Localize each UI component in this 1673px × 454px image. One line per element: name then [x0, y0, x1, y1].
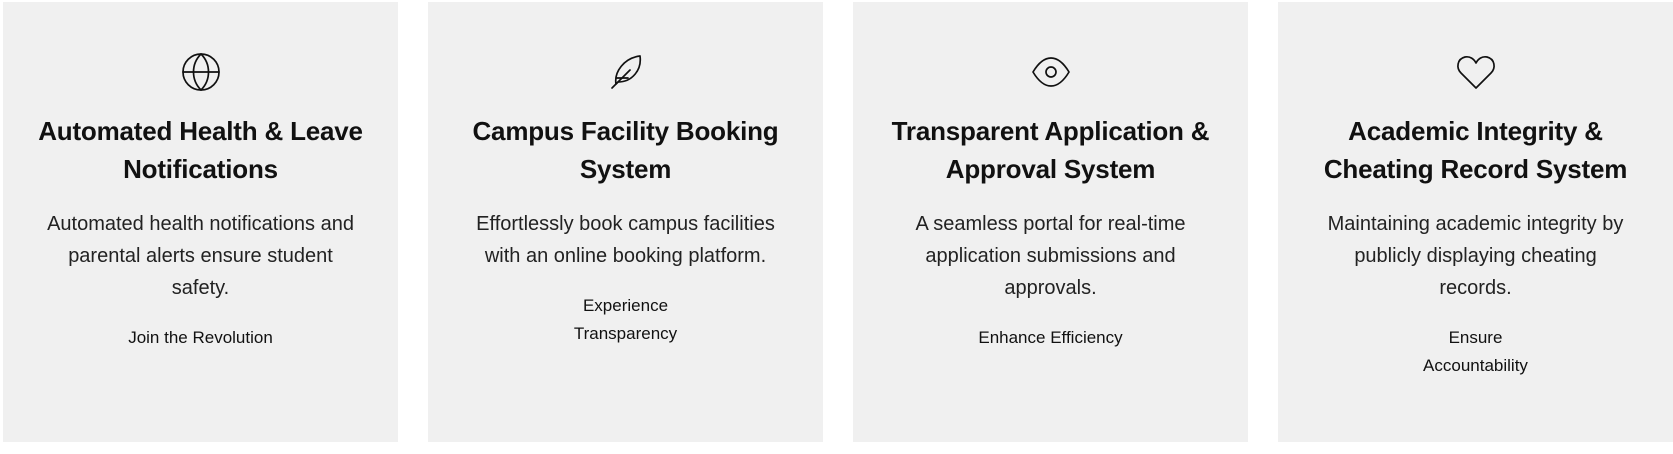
- enhance-efficiency-link[interactable]: Enhance Efficiency: [978, 328, 1123, 347]
- card-title: Transparent Application & Approval Syste…: [891, 116, 1210, 184]
- card-title: Campus Facility Booking System: [472, 116, 779, 184]
- join-the-revolution-link[interactable]: Join the Revolution: [128, 328, 273, 347]
- experience-transparency-link[interactable]: Experience Transparency: [573, 296, 678, 343]
- card-title: Academic Integrity & Cheating Record Sys…: [1323, 116, 1628, 184]
- globe-icon: [179, 50, 223, 94]
- card-description: A seamless portal for real-time applicat…: [915, 213, 1186, 299]
- card-description: Automated health notifications and paren…: [47, 213, 354, 299]
- heart-icon: [1454, 50, 1498, 94]
- card-description: Effortlessly book campus facilities with…: [476, 213, 775, 267]
- feather-icon: [604, 50, 648, 94]
- card-description: Maintaining academic integrity by public…: [1327, 213, 1624, 299]
- eye-icon: [1029, 50, 1073, 94]
- feature-cards: Automated Health & Leave Notifications A…: [3, 2, 1673, 442]
- card-title: Automated Health & Leave Notifications: [38, 116, 363, 184]
- ensure-accountability-link[interactable]: Ensure Accountability: [1423, 328, 1528, 375]
- feature-card-application-approval: Transparent Application & Approval Syste…: [853, 2, 1248, 442]
- feature-card-academic-integrity: Academic Integrity & Cheating Record Sys…: [1278, 2, 1673, 442]
- feature-card-facility-booking: Campus Facility Booking System Effortles…: [428, 2, 823, 442]
- feature-card-health-notifications: Automated Health & Leave Notifications A…: [3, 2, 398, 442]
